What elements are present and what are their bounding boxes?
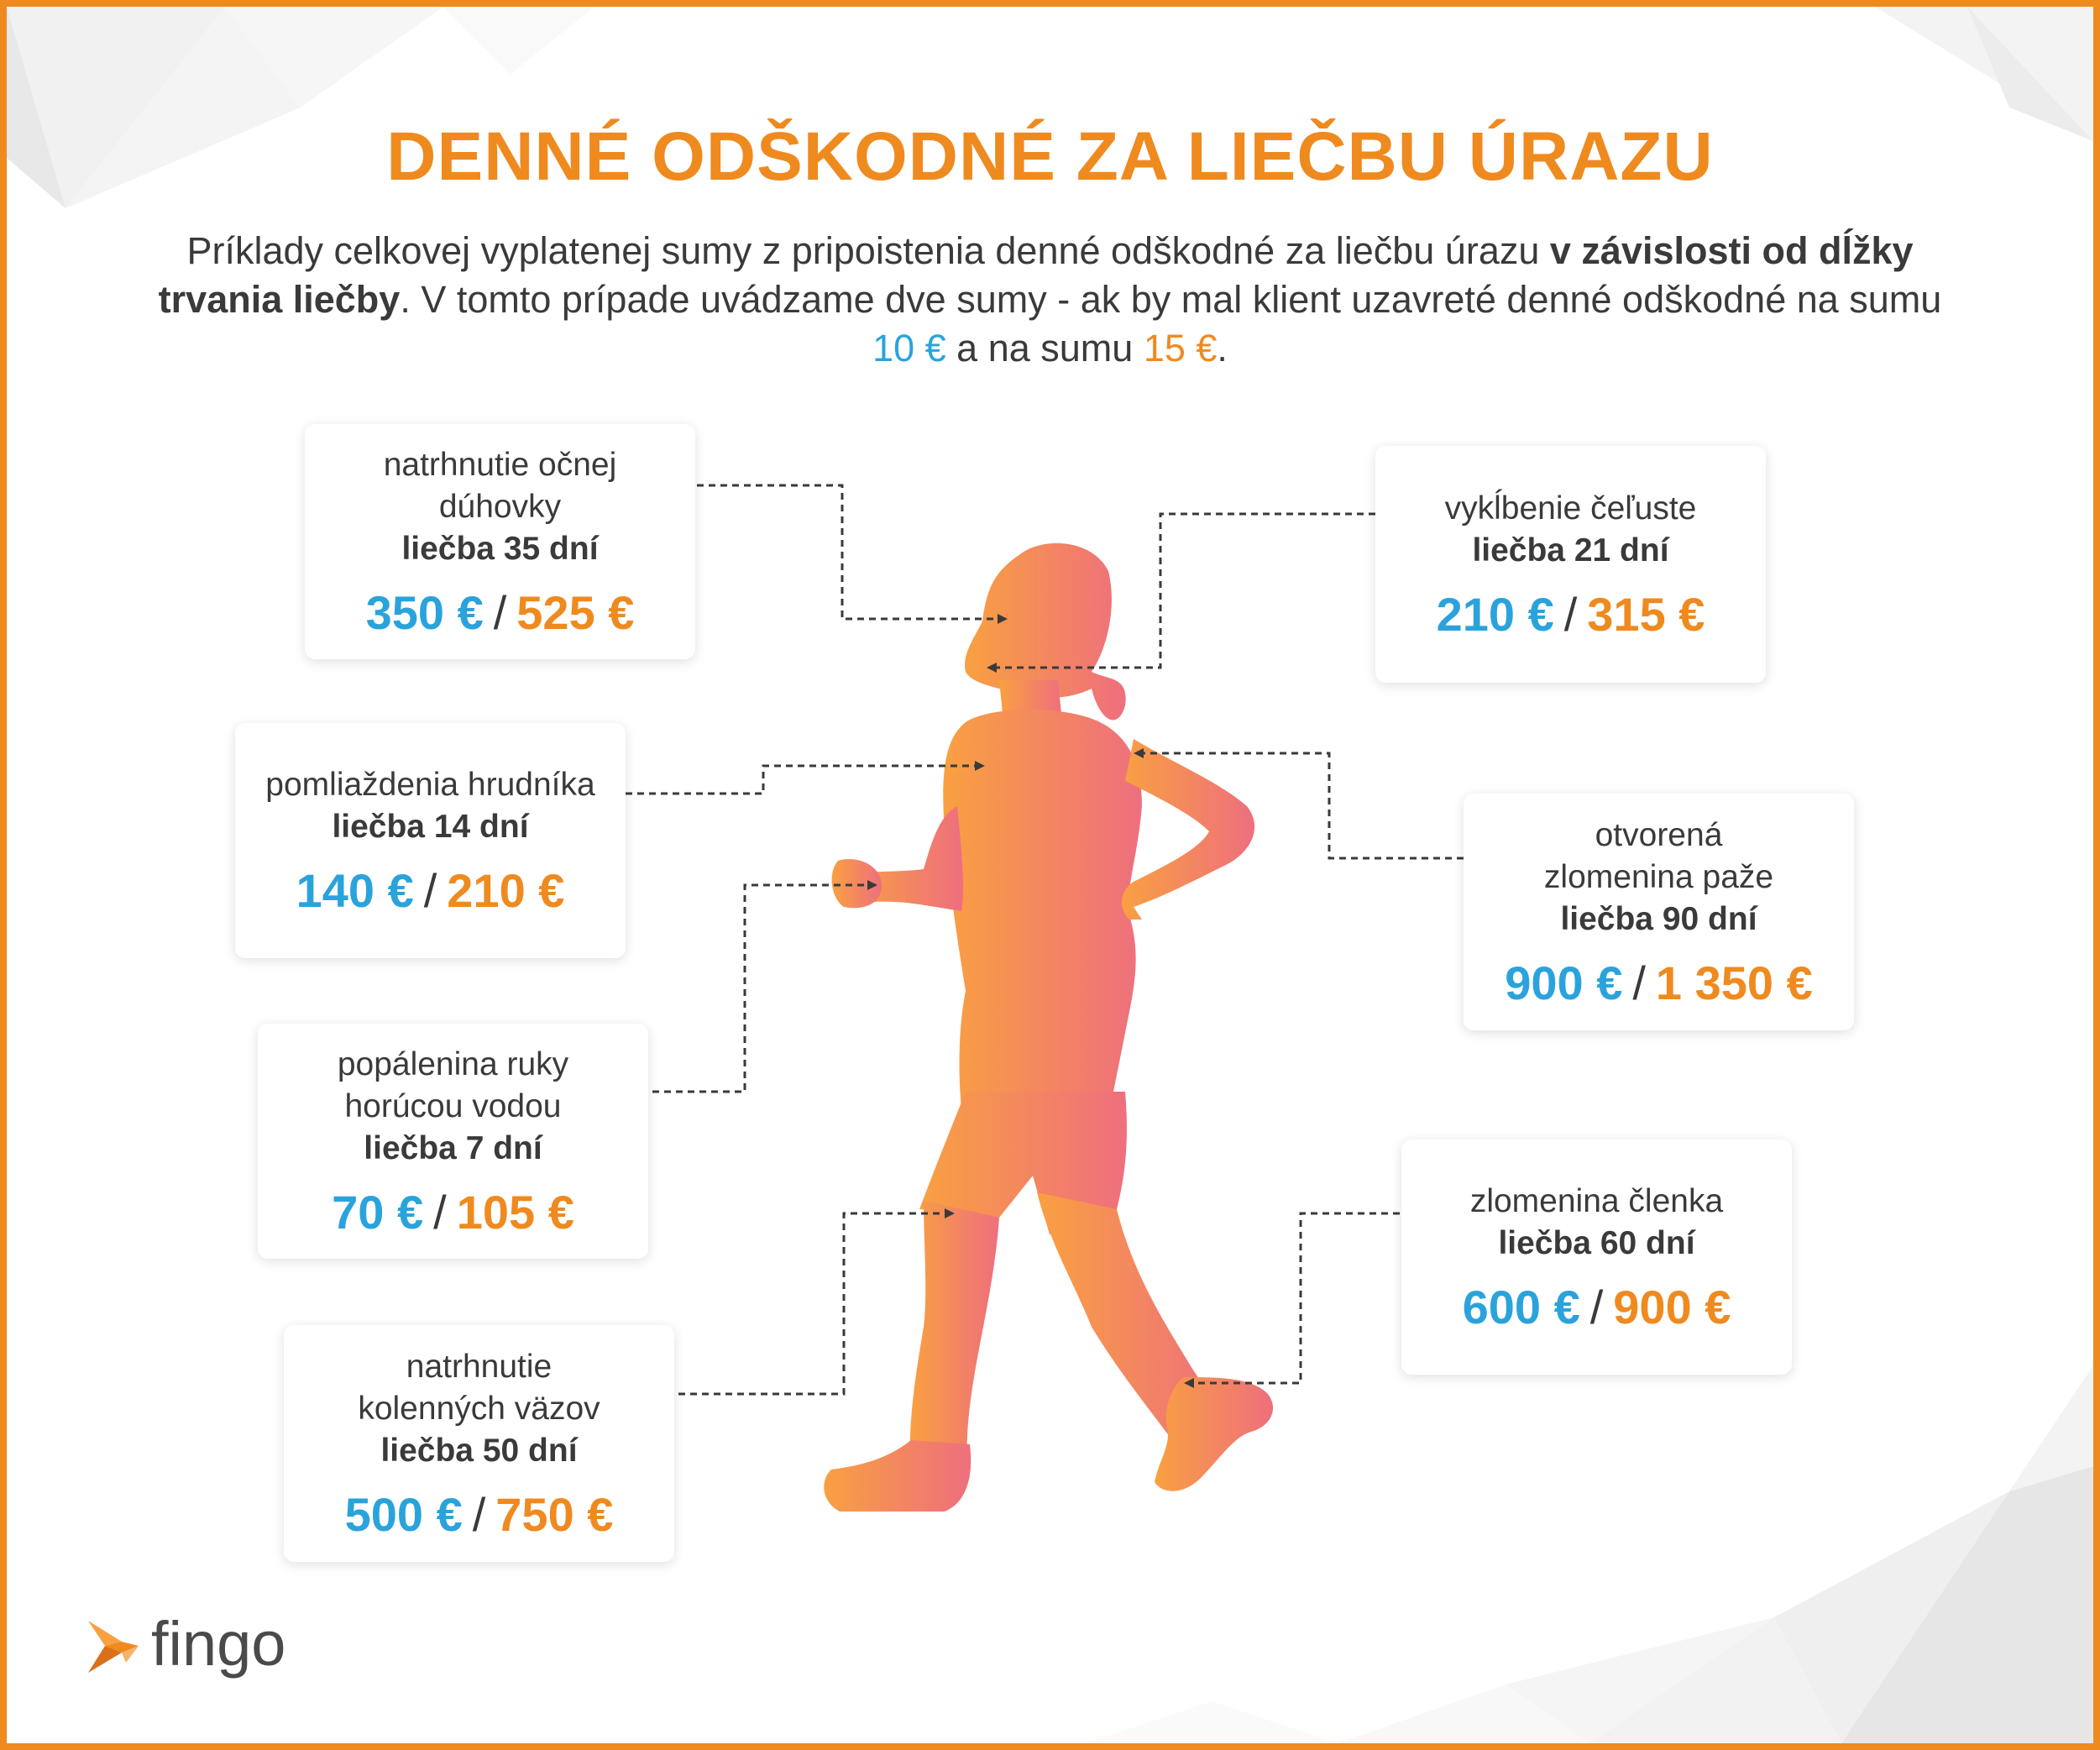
card-hand-desc-2: horúcou vodou <box>344 1087 562 1124</box>
card-hand-price: 70 €/105 € <box>332 1185 574 1239</box>
fingo-fish-icon <box>88 1621 139 1673</box>
card-ankle-desc-1: zlomenina členka <box>1469 1182 1724 1219</box>
card-iris: natrhnutie očnej dúhovky liečba 35 dní 3… <box>305 424 695 659</box>
card-jaw: vykĺbenie čeľuste liečba 21 dní 210 €/31… <box>1375 446 1766 683</box>
card-hand-desc-1: popálenina ruky <box>337 1045 569 1082</box>
intro-text-2: . V tomto prípade uvádzame dve sumy - ak… <box>400 278 1942 321</box>
intro-bold-text: v závislosti od dĺžky trvania liečby <box>158 229 1914 321</box>
price-separator: / <box>1563 587 1578 641</box>
card-knee-desc-1: natrhnutie <box>406 1348 552 1385</box>
price-separator: / <box>472 1487 486 1541</box>
price-separator: / <box>493 585 507 639</box>
card-jaw-days: liečba 21 dní <box>1472 532 1669 568</box>
card-hand: popálenina ruky horúcou vodou liečba 7 d… <box>258 1024 648 1259</box>
leader-lines <box>626 484 1464 1396</box>
intro-amount-10: 10 € <box>872 327 946 369</box>
leader-hand <box>652 880 877 1093</box>
leader-ankle <box>1184 1212 1400 1388</box>
leader-jaw <box>987 512 1375 673</box>
intro-text-1: Príklady celkovej vyplatenej sumy z prip… <box>186 229 1550 272</box>
card-hand-price-15: 105 € <box>456 1185 574 1239</box>
page-title: DENNÉ ODŠKODNÉ ZA LIEČBU ÚRAZU <box>386 118 1714 195</box>
card-chest-desc-1: pomliaždenia hrudníka <box>265 766 595 803</box>
card-arm-price-15: 1 350 € <box>1655 956 1813 1009</box>
fingo-logo: fingo <box>84 1609 311 1688</box>
leader-iris <box>697 484 1008 624</box>
card-arm: otvorená zlomenina paže liečba 90 dní 90… <box>1464 794 1854 1030</box>
leader-chest <box>626 761 985 795</box>
card-ankle-price-15: 900 € <box>1613 1280 1731 1333</box>
price-separator: / <box>433 1185 447 1239</box>
card-arm-desc-2: zlomenina paže <box>1543 858 1774 895</box>
intro-text-3: a na sumu <box>945 327 1144 369</box>
card-chest-price: 140 €/210 € <box>296 863 565 918</box>
leader-knee <box>678 1208 955 1396</box>
intro-amount-15: 15 € <box>1143 327 1218 369</box>
card-knee-desc-2: kolenných väzov <box>358 1390 600 1427</box>
price-separator: / <box>1632 956 1646 1009</box>
card-chest-price-15: 210 € <box>447 863 565 917</box>
runner-silhouette <box>824 542 1274 1512</box>
card-knee-price: 500 €/750 € <box>345 1487 614 1542</box>
card-iris-desc-2: dúhovky <box>438 488 562 525</box>
intro-text-4: . <box>1217 327 1228 369</box>
fingo-logo-text: fingo <box>151 1609 286 1679</box>
price-separator: / <box>1589 1280 1604 1333</box>
card-iris-price-15: 525 € <box>516 585 635 639</box>
card-knee-price-10: 500 € <box>344 1487 463 1541</box>
card-arm-price: 900 €/1 350 € <box>1505 956 1813 1010</box>
card-chest: pomliaždenia hrudníka liečba 14 dní 140 … <box>235 723 626 958</box>
card-iris-price: 350 €/525 € <box>366 585 635 640</box>
card-ankle-days: liečba 60 dní <box>1498 1224 1695 1261</box>
price-separator: / <box>423 863 437 917</box>
card-jaw-price-15: 315 € <box>1587 587 1705 641</box>
card-ankle-price: 600 €/900 € <box>1463 1280 1731 1334</box>
card-hand-days: liečba 7 dní <box>364 1129 542 1166</box>
card-hand-price-10: 70 € <box>332 1185 424 1239</box>
card-arm-price-10: 900 € <box>1505 956 1623 1009</box>
card-chest-price-10: 140 € <box>296 863 414 917</box>
card-chest-days: liečba 14 dní <box>332 808 529 845</box>
card-arm-desc-1: otvorená <box>1595 816 1723 853</box>
card-iris-days: liečba 35 dní <box>401 530 599 567</box>
card-knee-price-15: 750 € <box>495 1487 614 1541</box>
card-jaw-desc-1: vykĺbenie čeľuste <box>1444 490 1697 527</box>
card-knee-days: liečba 50 dní <box>380 1432 578 1469</box>
intro-paragraph: Príklady celkovej vyplatenej sumy z prip… <box>151 227 1949 373</box>
card-iris-desc-1: natrhnutie očnej <box>383 446 617 483</box>
card-ankle: zlomenina členka liečba 60 dní 600 €/900… <box>1401 1140 1792 1375</box>
card-knee: natrhnutie kolenných väzov liečba 50 dní… <box>284 1325 674 1562</box>
card-jaw-price-10: 210 € <box>1436 587 1554 641</box>
card-ankle-price-10: 600 € <box>1462 1280 1580 1333</box>
card-jaw-price: 210 €/315 € <box>1437 587 1705 642</box>
card-arm-days: liečba 90 dní <box>1560 900 1757 937</box>
card-iris-price-10: 350 € <box>365 585 484 639</box>
